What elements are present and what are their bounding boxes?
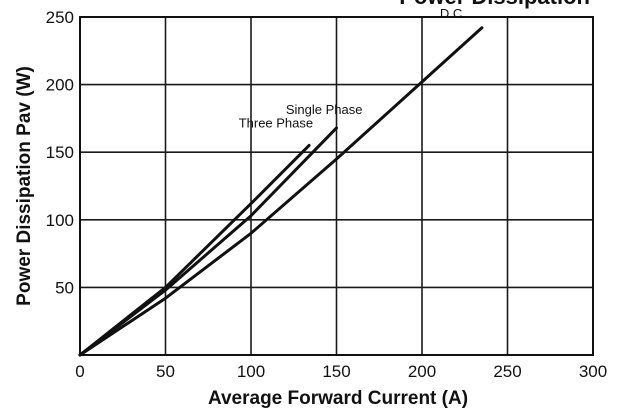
series-line-three-phase [78,143,311,357]
series-label-d-c: D.C. [440,6,466,21]
x-tick-label: 100 [237,362,265,381]
plot-frame [79,16,594,356]
x-tick-label: 50 [156,362,175,381]
y-axis-title: Power Dissipation Pav (W) [14,66,35,306]
series-label-single-phase: Single Phase [286,102,363,117]
series-group [78,26,484,357]
y-tick-label: 100 [46,211,74,230]
x-tick-label: 150 [322,362,350,381]
tick-labels: 0 50 100 150 200 250 300 50 100 150 200 250 [46,8,608,381]
x-axis-title: Average Forward Current (A) [208,388,468,409]
series-line-d-c [78,26,484,357]
y-tick-label: 200 [46,76,74,95]
x-tick-label: 200 [408,362,436,381]
x-tick-label: 300 [579,362,607,381]
y-tick-label: 150 [46,143,74,162]
y-tick-label: 50 [55,278,74,297]
x-tick-label: 0 [75,362,84,381]
series-line-single-phase [78,126,338,357]
chart-title: Power Dissipation [399,0,590,9]
y-tick-label: 250 [46,8,74,27]
x-tick-label: 250 [493,362,521,381]
series-label-three-phase: Three Phase [239,115,313,130]
